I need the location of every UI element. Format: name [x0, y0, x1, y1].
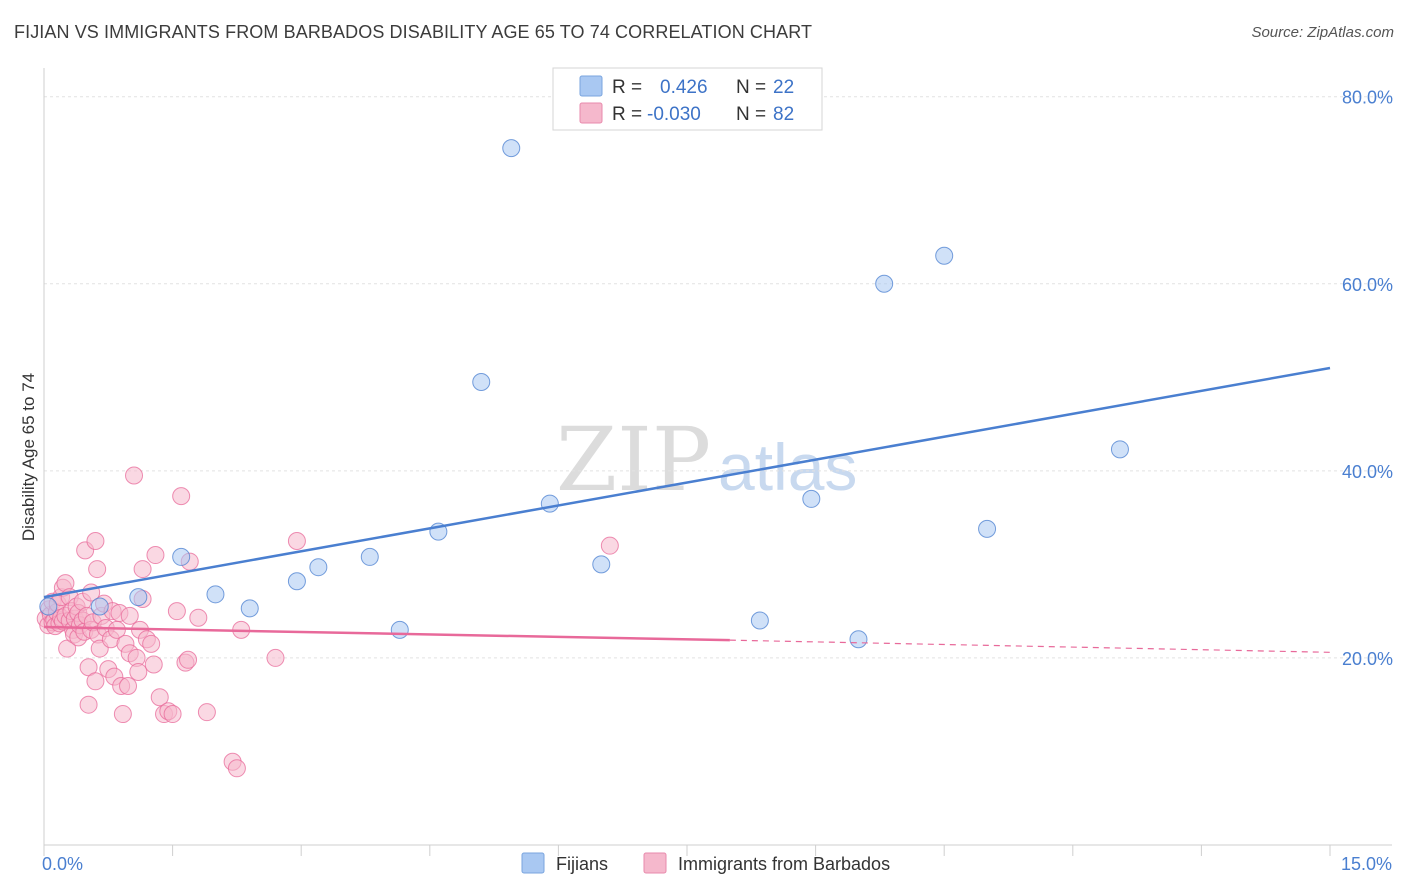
barbados-point-55 [119, 676, 138, 695]
legend-n-value-barbados: 82 [773, 104, 794, 125]
fijians-point-5 [240, 599, 259, 618]
barbados-point-77 [189, 608, 208, 627]
barbados-point-58 [125, 466, 144, 485]
barbados-point-65 [142, 634, 161, 653]
x-tick-label-min: 0.0% [42, 854, 83, 874]
y-tick-label-40: 40.0% [1342, 462, 1393, 482]
barbados-point-80 [227, 759, 246, 778]
y-tick-label-20: 20.0% [1342, 649, 1393, 669]
barbados-trend-line [43, 625, 730, 642]
barbados-point-38 [86, 532, 105, 551]
fijians-point-16 [802, 489, 821, 508]
legend-r-value-fijians: 0.426 [660, 77, 708, 98]
fijians-point-15 [750, 611, 769, 630]
barbados-point-75 [179, 650, 198, 669]
legend-swatch-fijians [579, 75, 603, 97]
fijians-point-19 [935, 246, 954, 265]
fijians-trend-line [43, 366, 1331, 599]
fijians-point-6 [287, 572, 306, 591]
barbados-point-56 [120, 606, 139, 625]
fijians-point-9 [390, 620, 409, 639]
fijians-point-18 [875, 274, 894, 293]
barbados-point-68 [150, 688, 169, 707]
fijians-point-20 [978, 519, 997, 538]
y-tick-labels: 20.0% 40.0% 60.0% 80.0% [1342, 88, 1393, 669]
fijians-point-2 [129, 588, 148, 607]
fijians-point-17 [849, 630, 868, 649]
bottom-legend-label-fijians: Fijians [556, 854, 608, 874]
barbados-point-78 [197, 703, 216, 722]
stats-legend: R = 0.426 N = 22 R = -0.030 N = 82 [552, 67, 823, 131]
trend-lines [43, 366, 1331, 653]
legend-r-value-barbados: -0.030 [647, 104, 701, 125]
fijians-point-13 [540, 494, 559, 513]
x-ticks [43, 845, 1331, 856]
barbados-point-62 [133, 560, 152, 579]
legend-r-label-barbados: R = [612, 104, 642, 125]
legend-n-label-barbados: N = [736, 104, 766, 125]
barbados-trend-line-extension [729, 639, 1331, 653]
fijians-point-3 [172, 547, 191, 566]
gridlines [44, 96, 1392, 659]
fijians-point-1 [90, 597, 109, 616]
fijians-point-12 [502, 139, 521, 158]
source-credit: Source: ZipAtlas.com [1251, 24, 1394, 41]
barbados-point-82 [266, 648, 285, 667]
barbados-point-84 [600, 536, 619, 555]
barbados-point-72 [167, 602, 186, 621]
fijians-point-0 [39, 597, 58, 616]
series-legend: Fijians Immigrants from Barbados [521, 852, 890, 874]
fijians-point-14 [592, 555, 611, 574]
bottom-legend-swatch-barbados [643, 852, 667, 874]
legend-n-value-fijians: 22 [773, 77, 794, 98]
barbados-point-53 [113, 705, 132, 724]
fijians-point-21 [1110, 440, 1129, 459]
fijians-point-7 [309, 558, 328, 577]
bottom-legend-label-barbados: Immigrants from Barbados [678, 854, 890, 874]
barbados-point-40 [88, 560, 107, 579]
legend-swatch-barbados [579, 102, 603, 124]
fijians-point-4 [206, 585, 225, 604]
y-tick-label-60: 60.0% [1342, 275, 1393, 295]
y-tick-label-80: 80.0% [1342, 88, 1393, 108]
bottom-legend-swatch-fijians [521, 852, 545, 874]
series-barbados-points [36, 466, 619, 778]
chart-title: FIJIAN VS IMMIGRANTS FROM BARBADOS DISAB… [14, 22, 813, 42]
series-fijians-points [39, 139, 1129, 649]
barbados-point-67 [146, 546, 165, 565]
legend-r-label-fijians: R = [612, 77, 642, 98]
fijians-point-8 [360, 547, 379, 566]
x-tick-label-max: 15.0% [1341, 854, 1392, 874]
axes [43, 68, 1392, 846]
barbados-point-71 [163, 705, 182, 724]
barbados-point-34 [79, 695, 98, 714]
y-axis-label: Disability Age 65 to 74 [19, 373, 38, 541]
barbados-point-73 [172, 487, 191, 506]
barbados-point-60 [129, 662, 148, 681]
fijians-point-11 [472, 372, 491, 391]
barbados-point-66 [144, 655, 163, 674]
watermark-zip: ZIP [556, 408, 711, 511]
barbados-point-39 [86, 672, 105, 691]
watermark-atlas: atlas [718, 430, 857, 504]
barbados-point-83 [287, 532, 306, 551]
legend-n-label-fijians: N = [736, 77, 766, 98]
